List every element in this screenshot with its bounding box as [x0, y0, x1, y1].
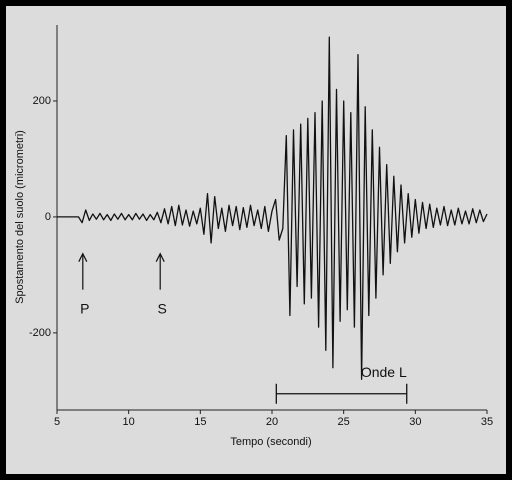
y-tick-label: 200: [33, 95, 51, 107]
y-axis-label: Spostamento del suolo (micrometri): [14, 130, 26, 304]
x-tick-label: 35: [481, 416, 493, 428]
annotation: S: [158, 300, 167, 316]
x-tick-label: 15: [194, 416, 206, 428]
x-tick-label: 30: [409, 416, 421, 428]
annotation: P: [80, 300, 89, 316]
arrow-head: [78, 252, 88, 262]
x-tick-label: 20: [266, 416, 278, 428]
x-tick-label: 10: [123, 416, 135, 428]
y-tick-label: -200: [29, 327, 51, 339]
y-tick-label: 0: [45, 211, 51, 223]
panel: [6, 6, 506, 474]
arrow-head: [155, 252, 165, 262]
x-axis-label: Tempo (secondi): [230, 436, 311, 448]
x-tick-label: 5: [54, 416, 60, 428]
x-tick-label: 25: [338, 416, 350, 428]
annotation: Onde L: [361, 364, 407, 380]
seismogram-trace: [57, 36, 488, 380]
